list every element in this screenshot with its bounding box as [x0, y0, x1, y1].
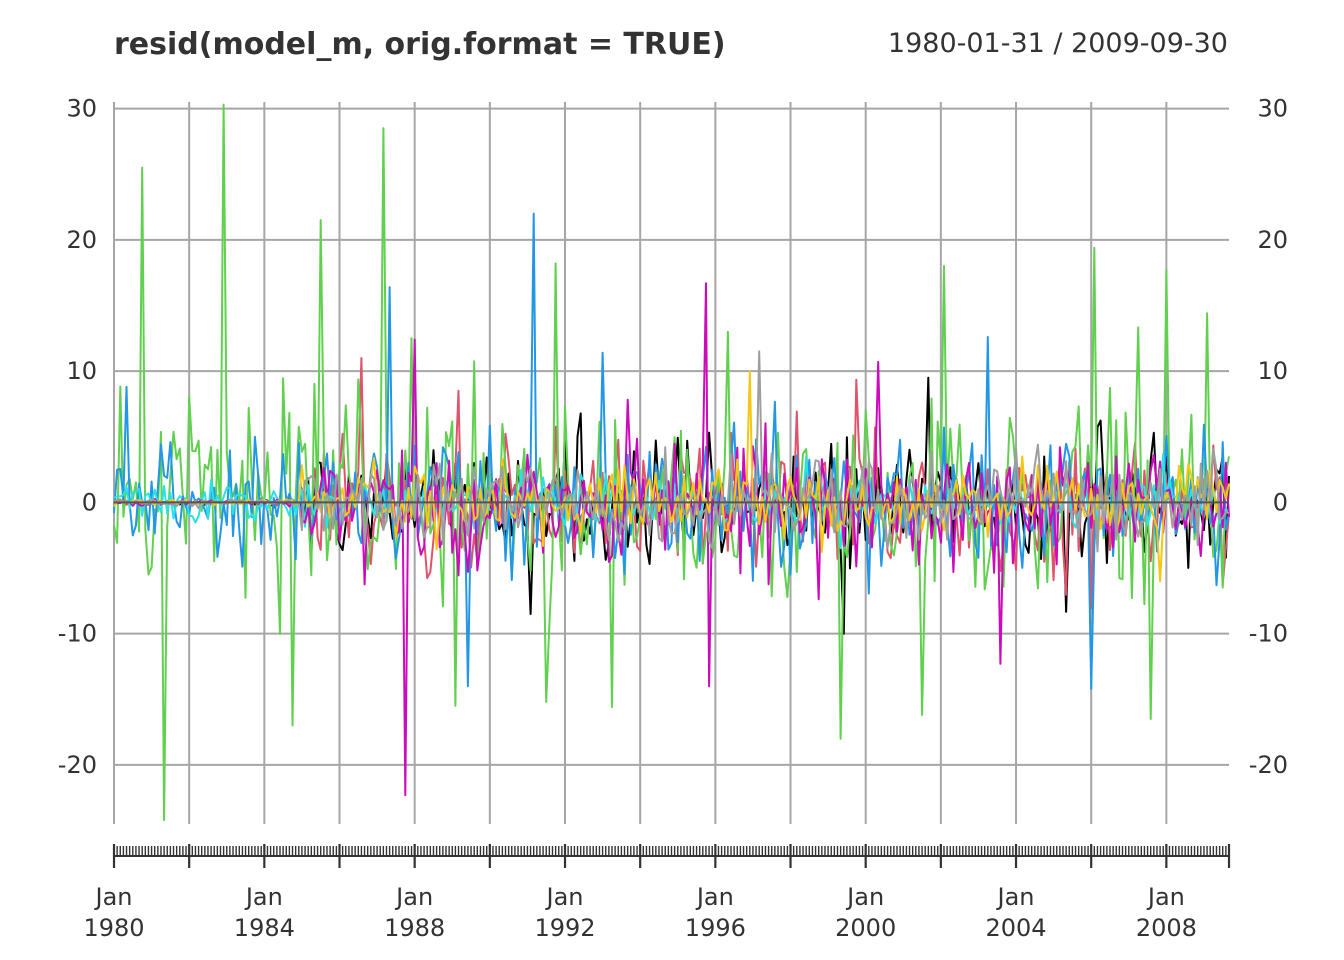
axis-layer: 30 30 20 20 10 10 0 0 -10 -10 -20 -20 Jan 1980 Jan 1984… — [58, 95, 1288, 942]
series-layer — [113, 103, 1230, 822]
y-tick-label-left: 20 — [66, 226, 97, 254]
x-tick-label-month: Jan — [244, 883, 283, 911]
y-tick-label-left: -10 — [58, 620, 97, 648]
x-tick-label-month: Jan — [394, 883, 433, 911]
y-tick-label-left: -20 — [58, 751, 97, 779]
y-tick-label-right: -10 — [1249, 620, 1288, 648]
y-tick-label-left: 10 — [66, 357, 97, 385]
x-tick-label-month: Jan — [94, 883, 133, 911]
y-tick-label-right: -20 — [1249, 751, 1288, 779]
x-tick-label-year: 2000 — [835, 914, 896, 942]
series-line — [113, 350, 1230, 553]
x-tick-label-year: 1992 — [534, 914, 595, 942]
x-tick-label-year: 1988 — [384, 914, 445, 942]
chart-title: resid(model_m, orig.format = TRUE) — [114, 27, 726, 62]
y-tick-label-right: 30 — [1257, 95, 1288, 123]
y-tick-label-left: 30 — [66, 95, 97, 123]
y-tick-label-right: 0 — [1273, 488, 1288, 516]
y-tick-label-right: 10 — [1257, 357, 1288, 385]
x-tick-label-month: Jan — [1146, 883, 1185, 911]
series-line — [113, 212, 1230, 690]
y-tick-label-right: 20 — [1257, 226, 1288, 254]
date-range-label: 1980-01-31 / 2009-09-30 — [888, 28, 1228, 59]
x-tick-label-year: 2008 — [1136, 914, 1197, 942]
x-tick-label-year: 1996 — [685, 914, 746, 942]
x-tick-label-year: 1984 — [234, 914, 295, 942]
x-tick-label-month: Jan — [545, 883, 584, 911]
series-line — [113, 370, 1230, 583]
x-tick-label-month: Jan — [996, 883, 1035, 911]
x-tick-label-year: 1980 — [83, 914, 144, 942]
y-tick-label-left: 0 — [82, 488, 97, 516]
x-tick-label-month: Jan — [695, 883, 734, 911]
x-tick-label-month: Jan — [845, 883, 884, 911]
x-tick-label-year: 2004 — [985, 914, 1046, 942]
